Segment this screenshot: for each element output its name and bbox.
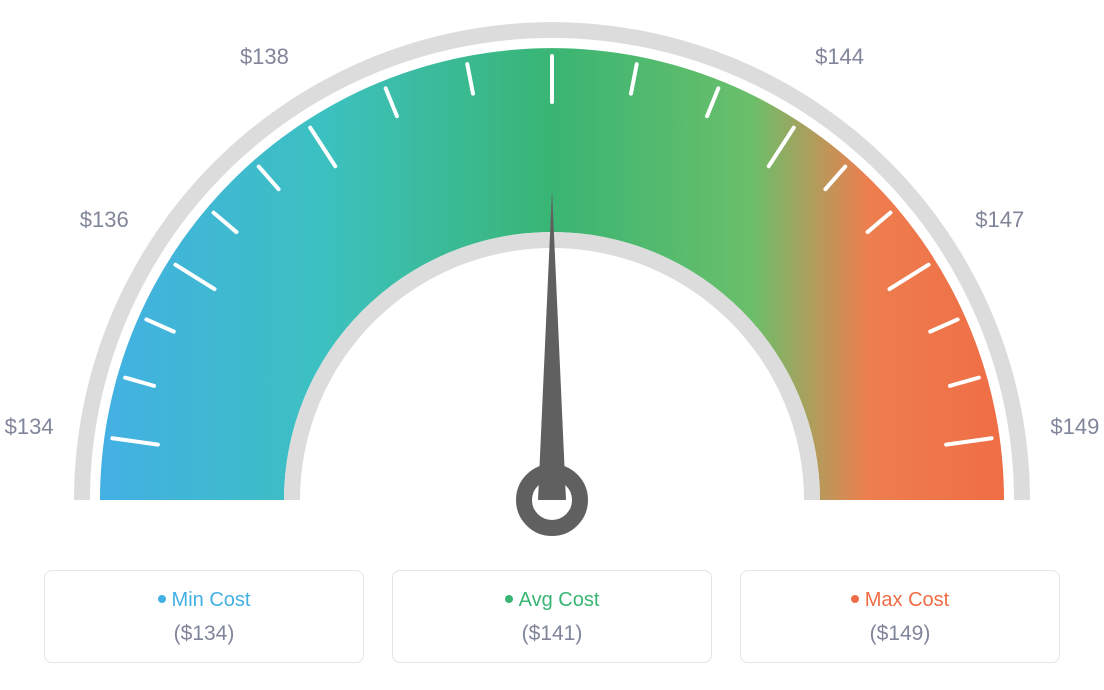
gauge-tick-label: $147 xyxy=(975,207,1024,233)
legend-card-max: Max Cost ($149) xyxy=(740,570,1060,663)
legend-min-title-row: Min Cost xyxy=(55,589,353,612)
legend-row: Min Cost ($134) Avg Cost ($141) Max Cost… xyxy=(0,570,1104,663)
gauge-tick-label: $149 xyxy=(1050,414,1099,440)
legend-max-title-row: Max Cost xyxy=(751,589,1049,612)
gauge-tick-label: $136 xyxy=(80,207,129,233)
legend-avg-dot xyxy=(505,595,513,603)
gauge-tick-label: $134 xyxy=(5,414,54,440)
gauge-tick-label: $138 xyxy=(240,44,289,70)
legend-min-value: ($134) xyxy=(55,622,353,646)
gauge-chart: $134$136$138$141$144$147$149 xyxy=(0,0,1104,560)
legend-max-title: Max Cost xyxy=(865,589,949,611)
legend-avg-value: ($141) xyxy=(403,622,701,646)
gauge-svg xyxy=(0,0,1104,560)
legend-min-title: Min Cost xyxy=(172,589,251,611)
gauge-tick-label: $144 xyxy=(815,44,864,70)
legend-card-min: Min Cost ($134) xyxy=(44,570,364,663)
legend-max-value: ($149) xyxy=(751,622,1049,646)
legend-card-avg: Avg Cost ($141) xyxy=(392,570,712,663)
legend-avg-title-row: Avg Cost xyxy=(403,589,701,612)
legend-max-dot xyxy=(851,595,859,603)
legend-min-dot xyxy=(158,595,166,603)
legend-avg-title: Avg Cost xyxy=(519,589,600,611)
